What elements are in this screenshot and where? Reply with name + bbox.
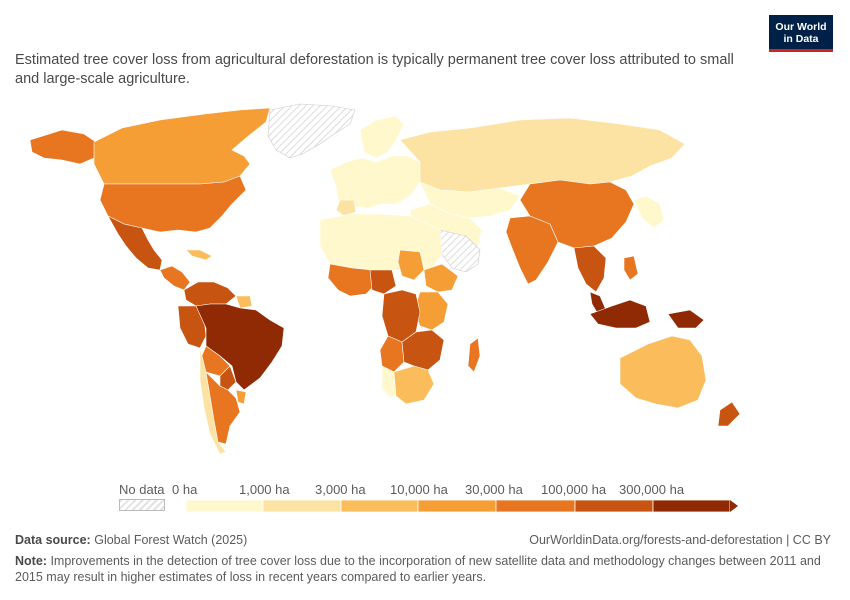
legend-bin-2[interactable]: [340, 499, 419, 513]
chart-subtitle: Estimated tree cover loss from agricultu…: [15, 52, 734, 87]
region-north-africa[interactable]: [319, 213, 443, 271]
owid-logo[interactable]: Our World in Data: [769, 15, 833, 52]
region-guianas[interactable]: [235, 295, 253, 309]
region-zambia-mozambique[interactable]: [401, 329, 445, 371]
region-alaska[interactable]: [29, 129, 97, 165]
region-paraguay[interactable]: [219, 365, 237, 391]
region-greenland[interactable]: [267, 103, 356, 159]
region-russia[interactable]: [399, 117, 686, 193]
source-label: Data source:: [15, 533, 91, 547]
legend-bin-5[interactable]: [574, 499, 654, 513]
legend-label-1000: 1,000 ha: [239, 482, 290, 497]
region-indonesia[interactable]: [589, 299, 651, 329]
legend-bin-0[interactable]: [185, 499, 264, 513]
region-china[interactable]: [519, 179, 635, 249]
legend-no-data-swatch: [119, 499, 165, 511]
region-central-america[interactable]: [159, 265, 191, 291]
legend-label-100000: 100,000 ha: [541, 482, 607, 497]
credit-link[interactable]: OurWorldinData.org/forests-and-deforesta…: [529, 533, 831, 547]
legend-label-300000: 300,000 ha: [619, 482, 685, 497]
region-southeast-asia[interactable]: [573, 245, 607, 293]
legend-arrow: [730, 500, 738, 512]
legend-no-data-label: No data: [119, 482, 165, 497]
legend-bin-3[interactable]: [417, 499, 497, 513]
legend-label-3000: 3,000 ha: [315, 482, 366, 497]
note-label: Note:: [15, 554, 47, 568]
region-new-zealand[interactable]: [717, 401, 741, 427]
legend-color-bar: [185, 499, 738, 513]
region-uruguay[interactable]: [235, 389, 247, 405]
legend-bin-6[interactable]: [652, 499, 731, 513]
legend-bin-4[interactable]: [495, 499, 576, 513]
region-south-africa[interactable]: [393, 365, 435, 405]
region-arabian-peninsula[interactable]: [439, 229, 481, 273]
region-argentina[interactable]: [205, 371, 241, 445]
region-australia[interactable]: [619, 335, 707, 409]
chart-note: Note: Improvements in the detection of t…: [15, 553, 835, 585]
source-value[interactable]: Global Forest Watch (2025): [94, 533, 248, 547]
legend-label-10000: 10,000 ha: [390, 482, 448, 497]
region-colombia-venezuela[interactable]: [183, 281, 237, 307]
region-ethiopia[interactable]: [423, 263, 459, 293]
legend-label-30000: 30,000 ha: [465, 482, 523, 497]
region-nigeria[interactable]: [369, 269, 397, 295]
region-india[interactable]: [505, 215, 559, 285]
logo-line-1: Our World: [775, 21, 827, 33]
legend-label-0: 0 ha: [172, 482, 198, 497]
region-iberia[interactable]: [335, 199, 357, 217]
world-choropleth-map[interactable]: [0, 100, 850, 460]
region-mexico[interactable]: [107, 215, 163, 271]
data-source: Data source: Global Forest Watch (2025): [15, 533, 247, 547]
legend-bin-1[interactable]: [262, 499, 342, 513]
region-canada[interactable]: [93, 107, 271, 185]
region-west-africa[interactable]: [327, 263, 379, 297]
region-madagascar[interactable]: [467, 337, 481, 373]
region-korea-japan[interactable]: [633, 195, 665, 229]
map-legend: No data 0 ha 1,000 ha 3,000 ha 10,000 ha…: [0, 476, 850, 516]
note-text: Improvements in the detection of tree co…: [15, 554, 821, 584]
region-philippines[interactable]: [623, 255, 639, 281]
region-papua[interactable]: [667, 309, 705, 329]
logo-line-2: in Data: [783, 33, 819, 45]
region-sudan[interactable]: [397, 249, 425, 281]
region-caribbean[interactable]: [185, 249, 213, 261]
region-scandinavia[interactable]: [359, 115, 405, 159]
